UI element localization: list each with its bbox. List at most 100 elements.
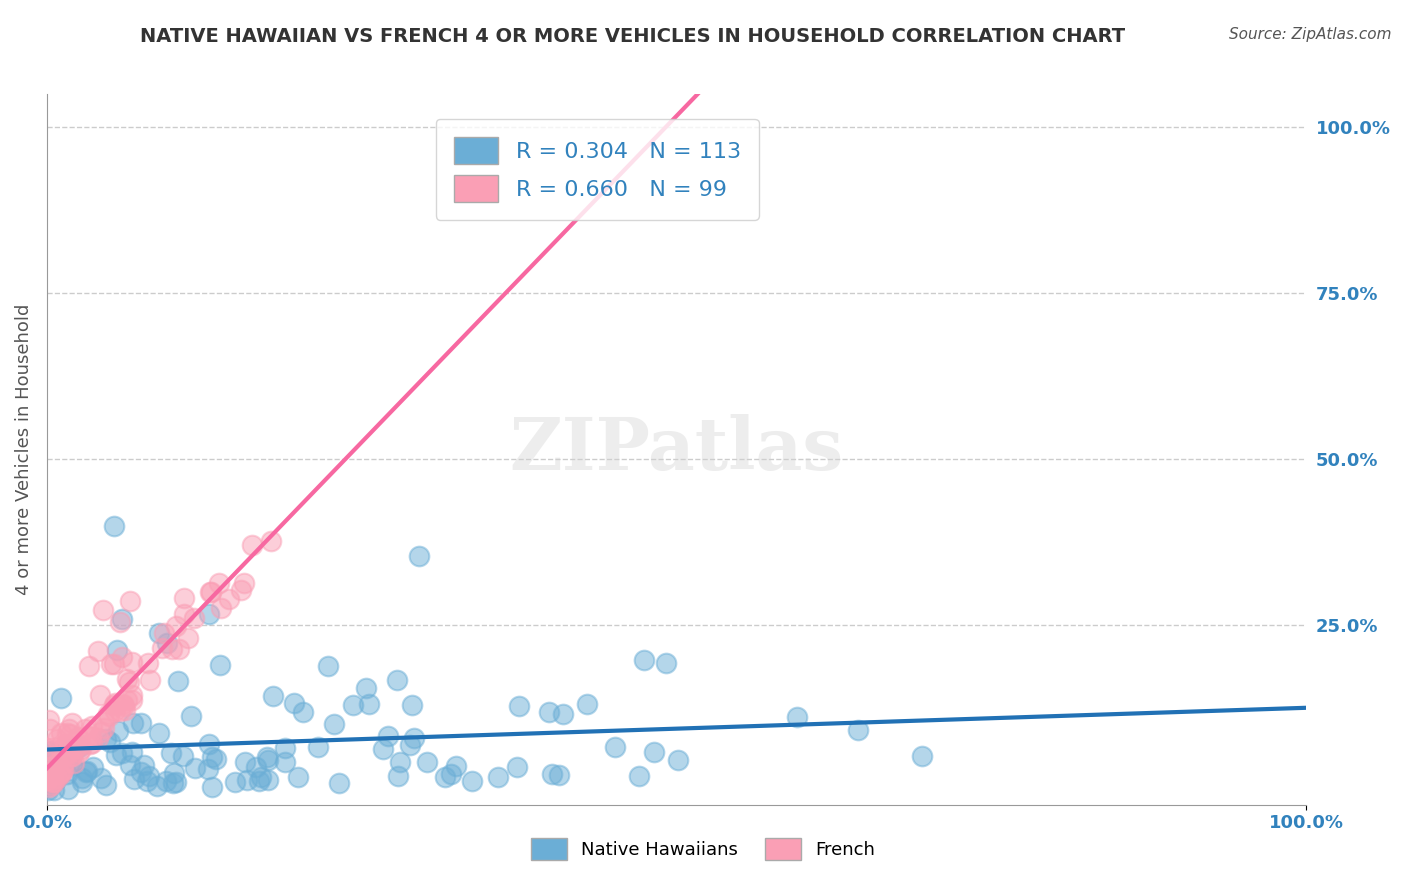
Point [44, 764, 66, 778]
Point [118, 758, 141, 772]
Point [197, 737, 219, 751]
Point [38, 722, 60, 736]
Point [121, 655, 143, 669]
Point [165, 775, 187, 789]
Point [249, 770, 271, 784]
Point [39, 778, 62, 792]
Point [152, 626, 174, 640]
Point [114, 702, 136, 716]
Point [260, 533, 283, 548]
Point [911, 749, 934, 764]
Point [41, 772, 63, 787]
Point [247, 774, 270, 789]
Point [163, 765, 186, 780]
Point [229, 583, 252, 598]
Text: ZIPatlas: ZIPatlas [509, 414, 844, 484]
Point [440, 767, 463, 781]
Point [245, 760, 267, 774]
Point [177, 631, 200, 645]
Point [59, 743, 82, 757]
Point [377, 729, 399, 743]
Point [401, 698, 423, 712]
Point [38, 778, 60, 792]
Point [328, 776, 350, 790]
Point [138, 769, 160, 783]
Point [55, 767, 77, 781]
Point [90, 772, 112, 786]
Point [96, 706, 118, 721]
Point [56, 747, 79, 761]
Point [218, 592, 240, 607]
Point [45, 772, 67, 787]
Point [444, 758, 467, 772]
Legend: R = 0.304   N = 113, R = 0.660   N = 99: R = 0.304 N = 113, R = 0.660 N = 99 [436, 119, 759, 219]
Point [58, 782, 80, 797]
Point [209, 657, 232, 672]
Point [98, 709, 121, 723]
Point [603, 740, 626, 755]
Point [46, 756, 69, 770]
Point [172, 748, 194, 763]
Point [209, 600, 232, 615]
Point [108, 704, 131, 718]
Point [112, 697, 135, 711]
Point [433, 770, 456, 784]
Point [93, 721, 115, 735]
Point [167, 641, 190, 656]
Point [159, 746, 181, 760]
Point [506, 760, 529, 774]
Point [108, 615, 131, 630]
Point [49, 765, 72, 780]
Point [138, 657, 160, 671]
Point [132, 757, 155, 772]
Point [322, 717, 344, 731]
Point [39, 770, 62, 784]
Point [262, 689, 284, 703]
Point [56, 755, 79, 769]
Point [42, 749, 65, 764]
Text: NATIVE HAWAIIAN VS FRENCH 4 OR MORE VEHICLES IN HOUSEHOLD CORRELATION CHART: NATIVE HAWAIIAN VS FRENCH 4 OR MORE VEHI… [141, 27, 1125, 45]
Point [70, 742, 93, 756]
Point [96, 731, 118, 746]
Point [55, 738, 77, 752]
Point [236, 772, 259, 787]
Point [786, 709, 808, 723]
Point [538, 705, 561, 719]
Point [66, 730, 89, 744]
Point [65, 740, 87, 755]
Point [63, 756, 86, 771]
Point [541, 766, 564, 780]
Point [387, 769, 409, 783]
Point [72, 771, 94, 785]
Point [551, 707, 574, 722]
Point [155, 774, 177, 789]
Point [117, 673, 139, 687]
Point [408, 549, 430, 564]
Point [37, 761, 59, 775]
Point [86, 731, 108, 746]
Point [197, 607, 219, 621]
Point [37, 773, 59, 788]
Point [138, 673, 160, 688]
Point [354, 681, 377, 696]
Point [124, 772, 146, 786]
Point [103, 518, 125, 533]
Point [77, 658, 100, 673]
Point [165, 619, 187, 633]
Point [42, 746, 65, 760]
Point [548, 768, 571, 782]
Point [59, 749, 82, 764]
Point [398, 738, 420, 752]
Point [224, 774, 246, 789]
Point [58, 722, 80, 736]
Point [233, 755, 256, 769]
Point [80, 736, 103, 750]
Point [129, 715, 152, 730]
Point [98, 735, 121, 749]
Point [148, 626, 170, 640]
Point [94, 778, 117, 792]
Point [146, 779, 169, 793]
Point [52, 750, 75, 764]
Point [79, 737, 101, 751]
Point [148, 726, 170, 740]
